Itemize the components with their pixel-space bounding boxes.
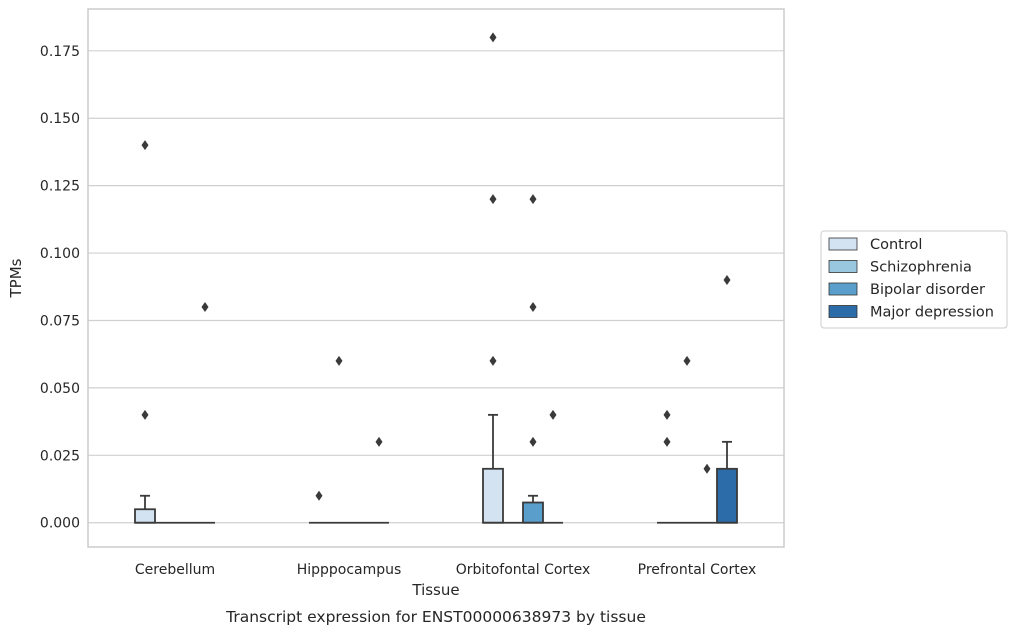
y-axis-title: TPMs (7, 258, 25, 298)
y-axis-ticks: 0.000 0.025 0.050 0.075 0.100 0.125 0.150 0.175 (40, 44, 80, 532)
legend: Control Schizophrenia Bipolar disorder Majo… (820, 230, 1008, 329)
y-tick-label: 0.100 (40, 246, 80, 262)
outlier-point (489, 355, 497, 366)
outlier-point (141, 409, 149, 420)
legend-item: Major depression (828, 305, 994, 321)
outlier-point (489, 32, 497, 43)
x-axis-title: Tissue (411, 581, 459, 599)
x-tick-label: Cerebellum (135, 562, 215, 578)
legend-label: Control (870, 237, 922, 253)
box-iqr (482, 467, 504, 524)
box-iqr (134, 508, 156, 524)
outlier-point (141, 140, 149, 151)
x-tick-label: Hipppocampus (297, 562, 402, 578)
outlier-point (315, 490, 323, 501)
legend-label: Major depression (870, 305, 994, 321)
legend-label: Bipolar disorder (870, 282, 985, 298)
outlier-point (549, 409, 557, 420)
outlier-point (529, 436, 537, 447)
outlier-point (663, 436, 671, 447)
outlier-point (489, 194, 497, 205)
box-control (134, 494, 156, 524)
y-tick-label: 0.150 (40, 111, 80, 127)
outlier-point (529, 194, 537, 205)
box-iqr (522, 501, 544, 524)
y-tick-label: 0.025 (40, 448, 80, 464)
outlier-point (335, 355, 343, 366)
y-tick-label: 0.075 (40, 313, 80, 329)
x-axis-ticks: Cerebellum Hipppocampus Orbitofontal Corte… (135, 562, 756, 578)
box-control (482, 413, 504, 524)
outlier-point (683, 355, 691, 366)
legend-item: Control (828, 237, 922, 253)
box-major-depression (716, 440, 738, 524)
outlier-point (529, 301, 537, 312)
legend-item: Schizophrenia (828, 260, 972, 276)
legend-item: Bipolar disorder (828, 282, 985, 298)
legend-swatch (828, 282, 858, 296)
y-tick-label: 0.050 (40, 381, 80, 397)
boxes (134, 413, 738, 524)
y-tick-label: 0.175 (40, 44, 80, 60)
x-tick-label: Prefrontal Cortex (638, 562, 757, 578)
x-tick-label: Orbitofontal Cortex (456, 562, 591, 578)
outlier-point (723, 275, 731, 286)
gridlines (88, 50, 784, 524)
outlier-points (141, 32, 731, 501)
outlier-point (201, 301, 209, 312)
legend-frame (820, 230, 1008, 329)
outlier-point (663, 409, 671, 420)
chart-caption: Transcript expression for ENST0000063897… (225, 608, 646, 626)
y-tick-label: 0.125 (40, 179, 80, 195)
legend-swatch (828, 237, 858, 251)
outlier-point (703, 463, 711, 474)
legend-swatch (828, 305, 858, 318)
outlier-point (375, 436, 383, 447)
legend-swatch (828, 260, 858, 273)
legend-label: Schizophrenia (870, 260, 972, 276)
plot-area-frame (87, 8, 785, 548)
box-iqr (716, 467, 738, 524)
box-bipolar-disorder (522, 494, 544, 524)
y-tick-label: 0.000 (40, 516, 80, 532)
